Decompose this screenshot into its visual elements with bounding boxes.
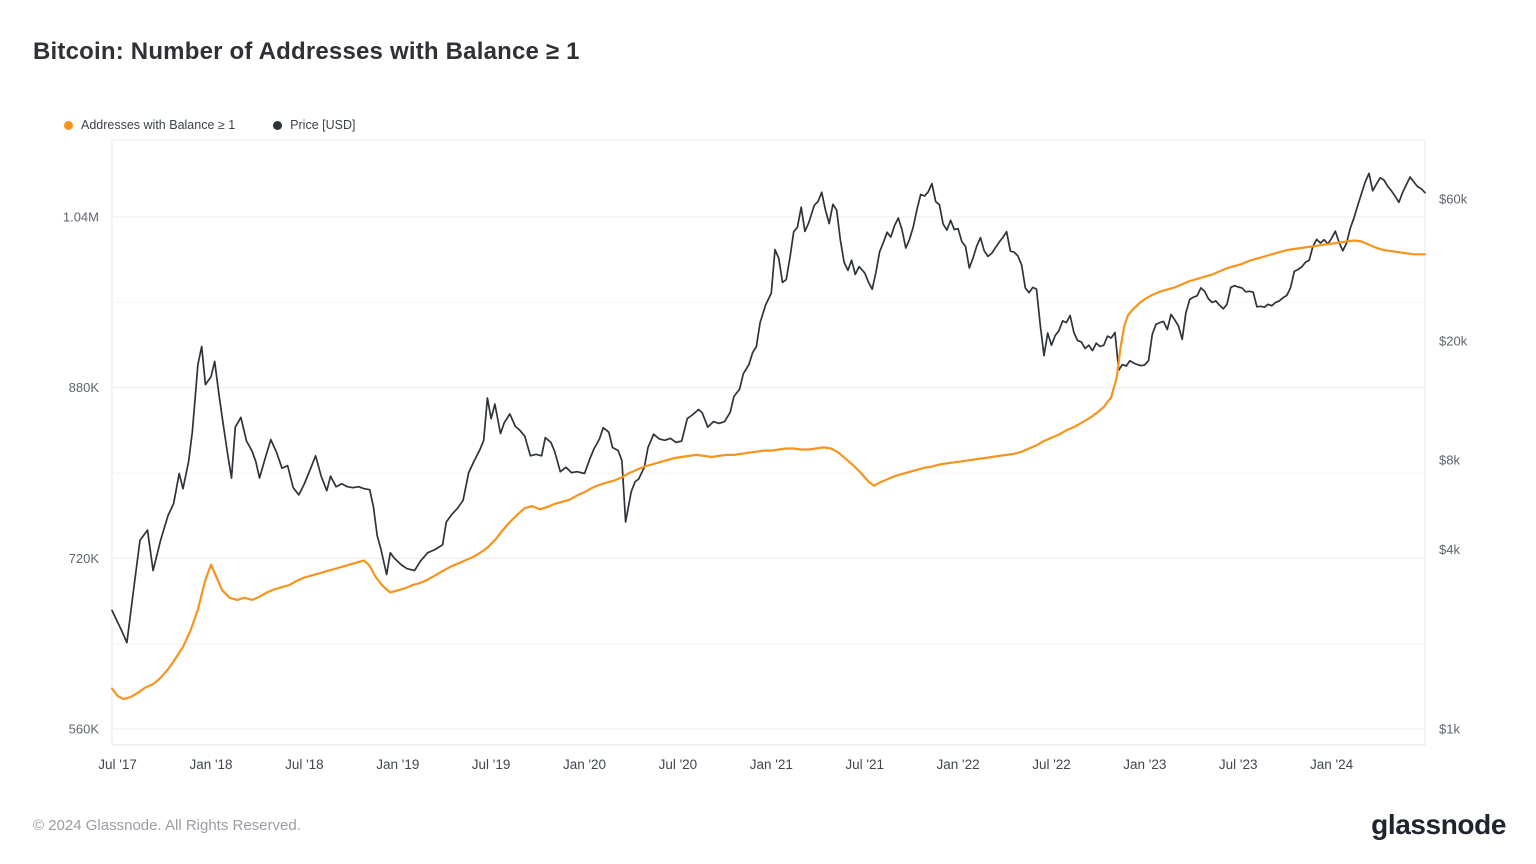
- x-axis-tick: Jan '22: [937, 757, 980, 772]
- x-axis-tick: Jul '21: [845, 757, 884, 772]
- x-axis-tick: Jan '23: [1123, 757, 1166, 772]
- y-axis-tick-right: $20k: [1439, 334, 1468, 349]
- x-axis-tick: Jul '23: [1219, 757, 1258, 772]
- y-axis-tick-left: 880K: [69, 380, 100, 395]
- x-axis-tick: Jul '20: [659, 757, 698, 772]
- series-line-addresses: [110, 239, 1427, 701]
- y-axis-tick-right: $8k: [1439, 452, 1460, 467]
- y-axis-tick-right: $60k: [1439, 192, 1468, 207]
- y-axis-tick-right: $1k: [1439, 722, 1460, 737]
- x-axis-tick: Jul '22: [1032, 757, 1071, 772]
- chart-legend: Addresses with Balance ≥ 1 Price [USD]: [64, 118, 355, 132]
- glassnode-logo: glassnode: [1371, 809, 1506, 840]
- y-axis-tick-left: 1.04M: [63, 210, 99, 225]
- copyright-text: © 2024 Glassnode. All Rights Reserved.: [33, 816, 301, 834]
- y-axis-tick-left: 560K: [69, 722, 100, 737]
- legend-item-0[interactable]: Addresses with Balance ≥ 1: [64, 118, 235, 132]
- legend-dot-icon: [273, 120, 283, 130]
- series-line-price: [111, 172, 1426, 644]
- y-axis-tick-right: $4k: [1439, 542, 1460, 557]
- x-axis-tick: Jan '19: [376, 757, 419, 772]
- page-footer: © 2024 Glassnode. All Rights Reserved. g…: [33, 800, 1506, 850]
- legend-label: Addresses with Balance ≥ 1: [81, 118, 236, 132]
- x-axis-tick: Jan '24: [1310, 757, 1354, 772]
- legend-label: Price [USD]: [290, 118, 356, 132]
- x-axis-tick: Jul '18: [285, 757, 324, 772]
- x-axis-tick: Jul '17: [98, 757, 137, 772]
- page-title: Bitcoin: Number of Addresses with Balanc…: [33, 38, 580, 65]
- y-axis-tick-left: 720K: [69, 551, 100, 566]
- legend-dot-icon: [64, 120, 73, 130]
- x-axis-tick: Jul '19: [472, 757, 511, 772]
- legend-item-1[interactable]: Price [USD]: [273, 118, 355, 132]
- plot-border: [111, 139, 1426, 746]
- x-axis-tick: Jan '21: [750, 757, 793, 772]
- x-axis-tick: Jan '18: [189, 757, 232, 772]
- x-axis-tick: Jan '20: [563, 757, 606, 772]
